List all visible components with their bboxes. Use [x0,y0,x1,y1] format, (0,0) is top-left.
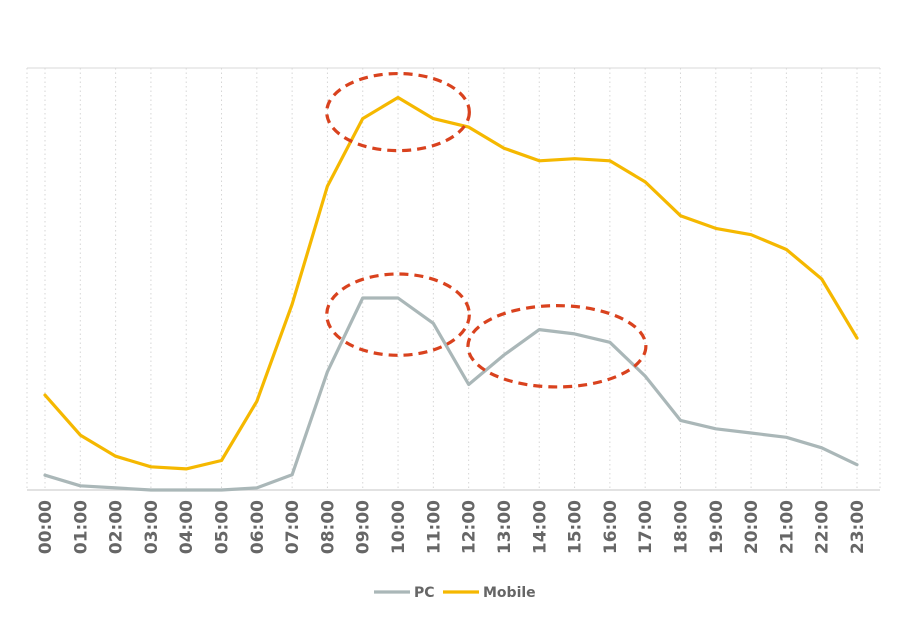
x-tick-label: 20:00 [742,500,762,554]
x-tick-label: 03:00 [142,500,162,554]
series-lines [43,95,859,492]
x-tick-label: 16:00 [601,500,621,554]
x-tick-label: 00:00 [36,500,56,554]
x-tick-label: 06:00 [248,500,268,554]
highlight-ellipse-3 [466,304,648,389]
highlight-ellipse-1 [325,71,471,153]
axes [27,67,880,491]
x-tick-labels: 00:00 01:00 02:00 03:00 04:00 05:00 06:00 07:00… [36,500,868,554]
x-tick-label: 19:00 [707,500,727,554]
highlight-ellipses [325,71,648,389]
highlight-ellipse-2 [325,272,471,357]
x-tick-label: 13:00 [495,500,515,554]
x-tick-label: 01:00 [71,500,91,554]
x-tick-label: 07:00 [283,500,303,554]
x-tick-label: 08:00 [318,500,338,554]
x-tick-label: 15:00 [566,500,586,554]
x-tick-label: 12:00 [460,500,480,554]
x-tick-label: 04:00 [177,500,197,554]
x-tick-label: 17:00 [636,500,656,554]
legend-label-pc: PC [414,585,435,601]
x-tick-label: 11:00 [424,500,444,554]
legend: PC Mobile [374,585,536,601]
series-line-pc [43,296,859,492]
grid-lines [26,68,881,490]
x-tick-label: 18:00 [672,500,692,554]
x-tick-label: 10:00 [389,500,409,554]
x-tick-label: 05:00 [213,500,233,554]
x-tick-label: 14:00 [530,500,550,554]
legend-label-mobile: Mobile [483,585,536,601]
x-tick-label: 02:00 [107,500,127,554]
series-line-mobile [43,95,859,471]
x-tick-label: 09:00 [354,500,374,554]
x-tick-label: 23:00 [848,500,868,554]
x-tick-label: 22:00 [813,500,833,554]
x-tick-label: 21:00 [777,500,797,554]
